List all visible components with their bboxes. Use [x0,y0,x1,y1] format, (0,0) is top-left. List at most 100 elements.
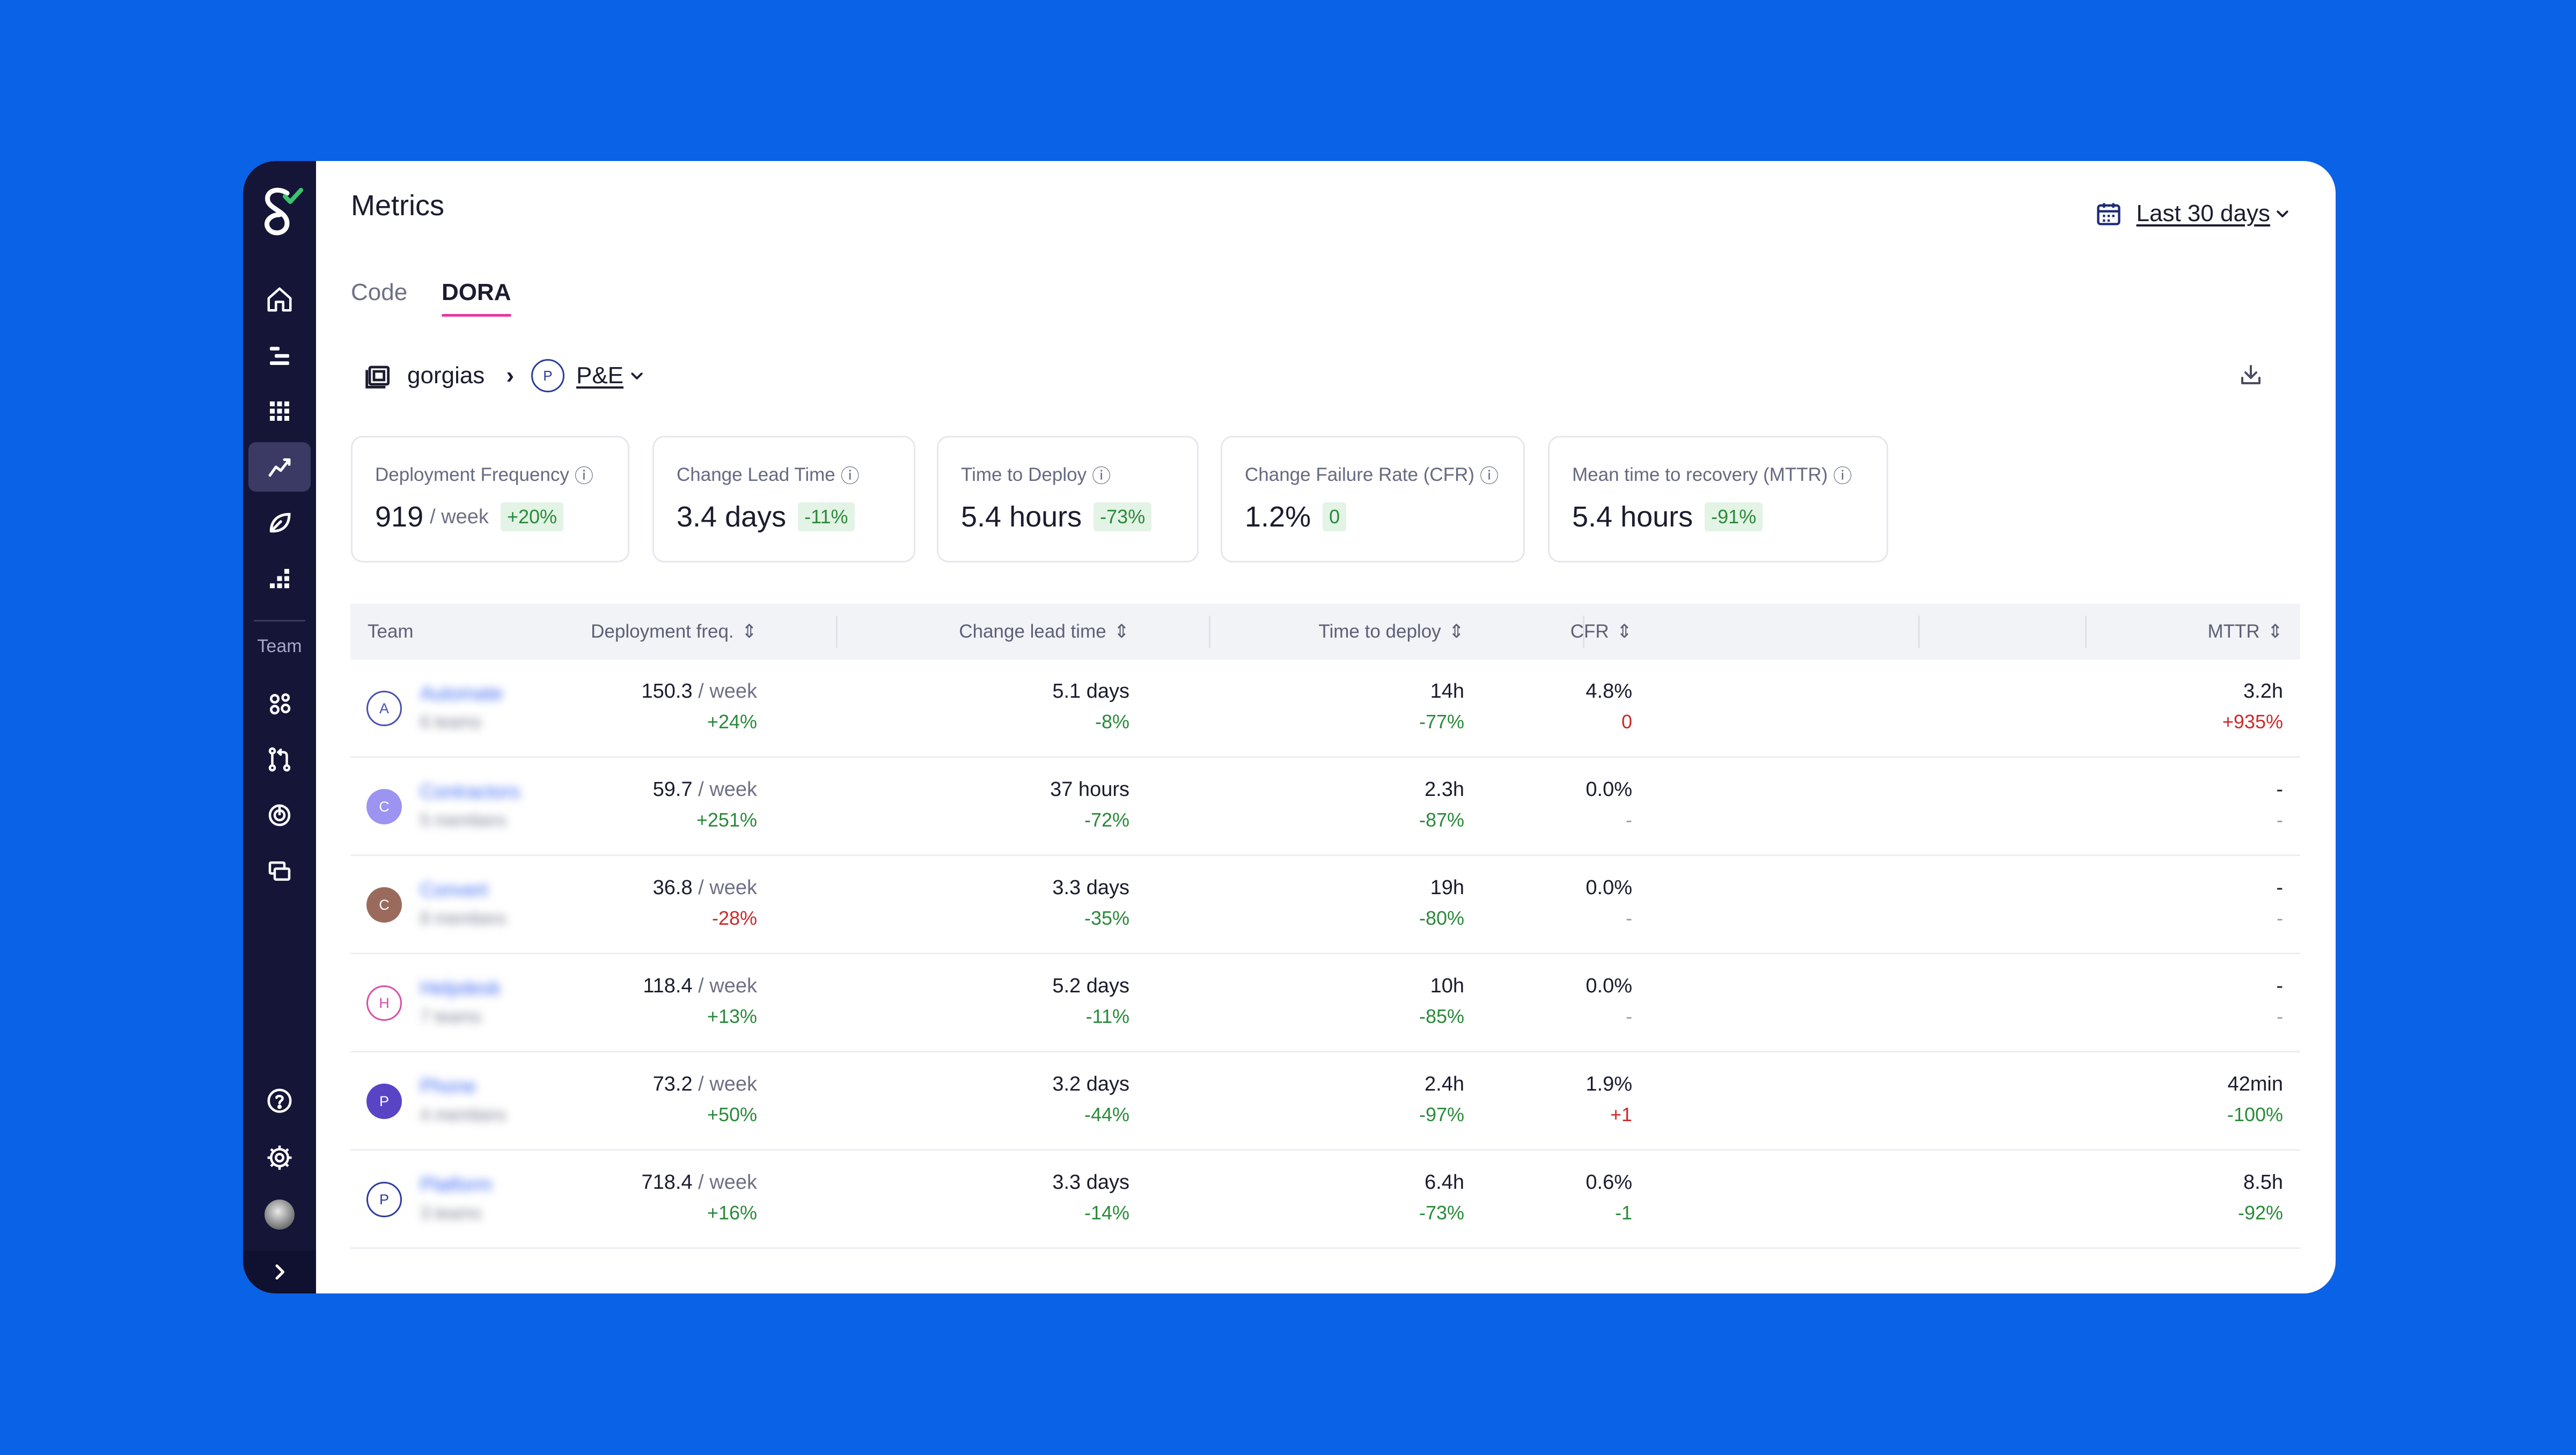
table-header: Team Deployment freq. ⇕ Change lead time ⇕… [350,604,2300,660]
home-icon[interactable] [248,275,311,324]
cell-unit: / week [698,876,757,899]
metric-card-title: Deployment Frequency [375,464,569,485]
cell-delta: -44% [1084,1103,1129,1125]
cell-value: - [2276,876,2283,899]
sort-icon: ⇕ [1616,621,1632,642]
column-header-mttr[interactable]: MTTR ⇕ [2207,604,2283,660]
table-row[interactable]: C Convert 8 members 36.8 / week -28% 3.3… [350,856,2300,954]
column-header-team[interactable]: Team [368,604,414,660]
cell-lead: 3.2 days -44% [1052,1052,1129,1126]
cell-dep: 118.4 / week +13% [643,954,757,1028]
cell-ttd: 2.3h -87% [1419,758,1464,831]
cell-dep: 59.7 / week +251% [653,758,757,831]
cell-delta: -97% [1419,1103,1464,1125]
info-icon[interactable]: ⓘ [1479,466,1499,487]
cell-mttr: 42min -100% [2227,1052,2283,1126]
cell-value: 19h [1430,876,1464,899]
column-header-deployment-freq[interactable]: Deployment freq. ⇕ [591,604,757,660]
sidebar-team-label: Team [257,636,302,656]
cell-delta: - [1626,907,1632,929]
cell-value: 5.1 days [1052,680,1129,703]
cell-delta: +251% [696,809,757,831]
app-logo-icon[interactable] [256,184,304,243]
cell-lead: 37 hours -72% [1050,758,1129,831]
leaf-icon[interactable] [248,498,311,547]
cell-delta: -14% [1084,1202,1129,1224]
metric-card-cfr: Change Failure Rate (CFR) ⓘ 1.2% 0 [1221,436,1525,562]
radar-icon[interactable] [248,791,311,840]
team-name-link[interactable]: Convert [420,879,488,901]
table-row[interactable]: H Helpdesk 7 teams 118.4 / week +13% 5.2… [350,954,2300,1052]
cell-unit: / week [698,680,757,703]
info-icon[interactable]: ⓘ [840,466,860,487]
cell-delta: +24% [707,711,757,733]
cell-mttr: 8.5h -92% [2238,1151,2283,1224]
column-header-label: Time to deploy [1318,621,1441,642]
date-range-label: Last 30 days [2136,200,2271,226]
bars-icon[interactable] [248,554,311,603]
column-header-label: CFR [1570,621,1609,642]
cell-delta: 0 [1621,711,1632,733]
cell-value: 5.2 days [1052,975,1129,997]
cell-value: 8.5h [2243,1171,2283,1194]
cell-value: 1.9% [1586,1073,1632,1095]
team-name-link[interactable]: Helpdesk [420,977,501,999]
timeline-icon[interactable] [248,331,311,380]
cell-value: 14h [1430,680,1464,703]
tab-code[interactable]: Code [351,279,408,305]
team-avatar: P [366,1084,402,1119]
help-icon[interactable] [248,1076,311,1125]
info-icon[interactable]: ⓘ [574,466,593,487]
team-name-link[interactable]: Contractors [420,780,520,802]
column-header-change-lead-time[interactable]: Change lead time ⇕ [959,604,1129,660]
team-name-link[interactable]: Automate [420,682,503,704]
cell-lead: 3.3 days -35% [1052,856,1129,930]
calendar-icon [2096,203,2120,225]
team-name-link[interactable]: Phone [420,1075,476,1097]
download-button[interactable] [2235,359,2267,391]
column-header-time-to-deploy[interactable]: Time to deploy ⇕ [1318,604,1464,660]
metrics-icon[interactable] [248,442,311,492]
cell-delta: +13% [707,1005,757,1027]
cell-delta: -72% [1084,809,1129,831]
cell-delta: +50% [707,1103,757,1125]
team-icon[interactable] [248,679,311,728]
cell-delta: - [2277,809,2283,831]
tab-dora[interactable]: DORA [442,279,511,317]
cell-value: 6.4h [1425,1171,1464,1194]
grid-icon[interactable] [248,386,311,436]
user-avatar[interactable] [265,1200,295,1230]
metric-card-mttr: Mean time to recovery (MTTR) ⓘ 5.4 hours -… [1548,436,1888,562]
team-name-link[interactable]: Platform [420,1173,493,1195]
cell-value: 0.0% [1586,975,1632,997]
table-row[interactable]: A Automate 6 teams 150.3 / week +24% 5.1… [350,660,2300,758]
cell-ttd: 19h -80% [1419,856,1464,930]
download-icon [2241,365,2261,384]
column-header-cfr[interactable]: CFR ⇕ [1570,604,1632,660]
metric-card-title: Change Lead Time [677,464,835,485]
table-row[interactable]: P Platform 3 teams 718.4 / week +16% 3.3… [350,1151,2300,1249]
table-row[interactable]: C Contractors 5 members 59.7 / week +251… [350,758,2300,856]
cell-mttr: - - [2276,856,2283,930]
cell-ttd: 14h -77% [1419,660,1464,733]
chevron-right-icon [275,1264,285,1280]
table-row[interactable]: P Phone 4 members 73.2 / week +50% 3.2 d… [350,1052,2300,1151]
info-icon[interactable]: ⓘ [1092,466,1111,487]
cards-icon[interactable] [248,846,311,896]
sidebar-divider [254,620,305,622]
cell-unit: / week [698,778,757,801]
metric-card-deployment-frequency: Deployment Frequency ⓘ 919 / week +20% [351,436,629,562]
cell-value: 59.7 [652,778,693,801]
team-avatar: A [366,691,402,726]
cell-value: 37 hours [1050,778,1129,801]
cell-unit: / week [698,975,757,997]
cell-delta: - [1626,1005,1632,1027]
info-icon[interactable]: ⓘ [1833,466,1852,487]
pull-request-icon[interactable] [248,735,311,784]
gear-icon[interactable] [248,1133,311,1182]
column-divider [836,616,838,648]
date-range-selector[interactable]: Last 30 days [2095,200,2291,228]
breadcrumb-org[interactable]: gorgias [407,362,485,389]
expand-sidebar-button[interactable] [243,1251,316,1293]
breadcrumb-team-dropdown[interactable]: P&E [576,362,624,389]
